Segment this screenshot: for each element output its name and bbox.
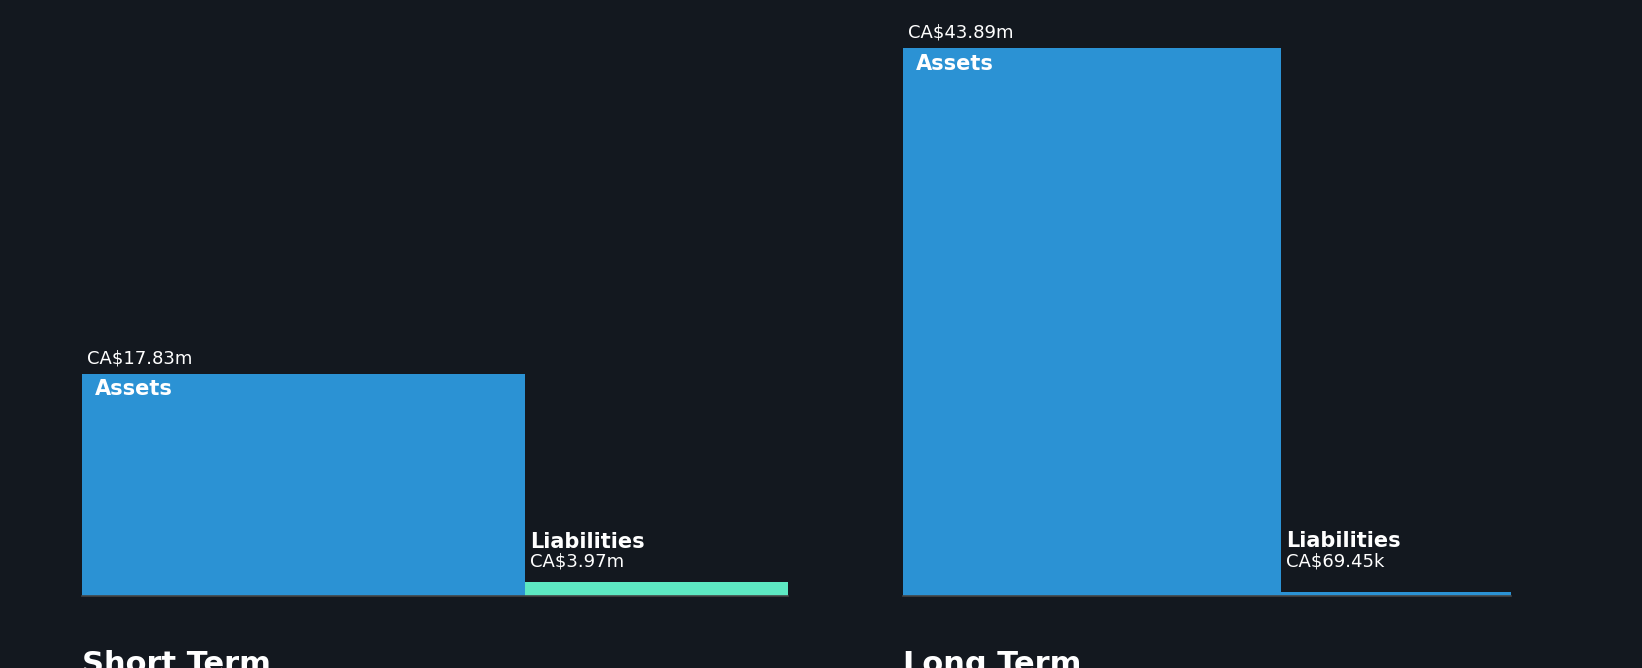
Bar — [903, 47, 1281, 597]
Bar — [82, 373, 525, 597]
Text: Liabilities: Liabilities — [530, 532, 645, 552]
Text: Long Term: Long Term — [903, 650, 1082, 668]
Bar — [525, 582, 788, 597]
Text: CA$3.97m: CA$3.97m — [530, 552, 624, 570]
Text: Liabilities: Liabilities — [1286, 530, 1401, 550]
Text: CA$17.83m: CA$17.83m — [87, 349, 192, 367]
Text: CA$43.89m: CA$43.89m — [908, 24, 1013, 42]
Text: Assets: Assets — [95, 379, 172, 399]
Bar — [1281, 593, 1511, 597]
Text: CA$69.45k: CA$69.45k — [1286, 553, 1384, 570]
Text: Assets: Assets — [916, 53, 993, 73]
Text: Short Term: Short Term — [82, 650, 271, 668]
